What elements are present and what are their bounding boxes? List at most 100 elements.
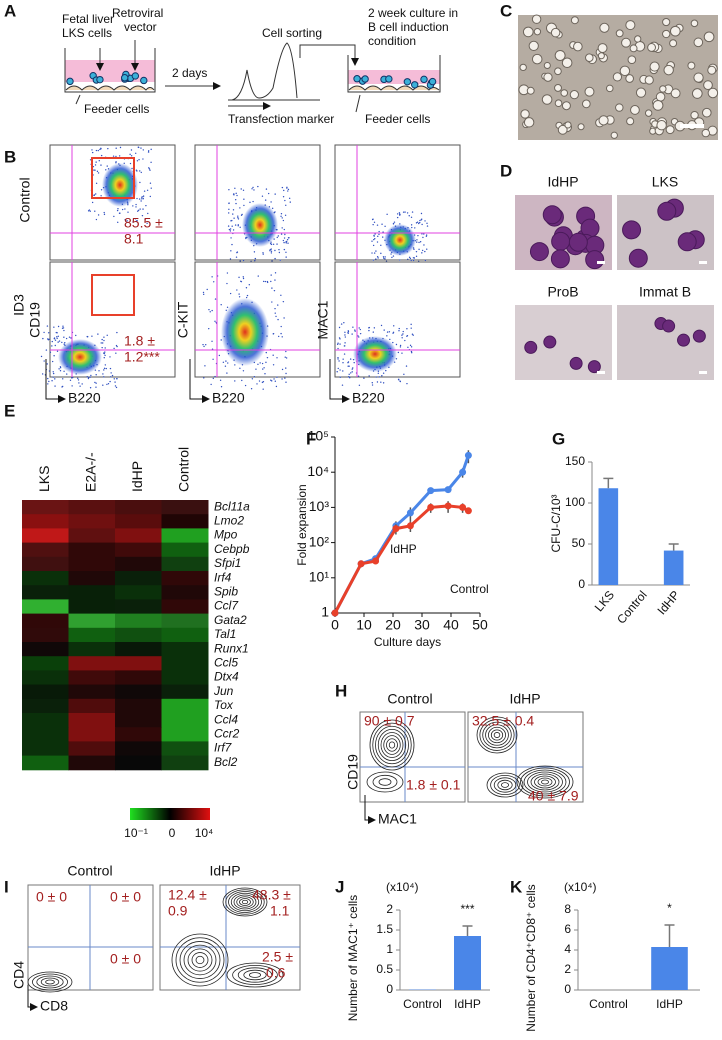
flow-event (287, 188, 290, 191)
label: 90 ± 0.7 (364, 713, 415, 729)
stained-cell (677, 333, 691, 347)
contour (236, 896, 254, 908)
flow-event (372, 259, 375, 261)
heatmap-cell (161, 528, 209, 544)
y-tick-label: 2 (386, 902, 393, 916)
heatmap-cell (115, 542, 162, 558)
flow-event (233, 217, 235, 219)
photo-cell (598, 115, 609, 126)
flow-event (392, 341, 394, 344)
photo-cell (635, 87, 647, 98)
flow-event (145, 204, 147, 207)
flow-event (283, 317, 285, 319)
heatmap-cell (161, 613, 209, 629)
flow-event (263, 367, 265, 369)
flow-event (46, 363, 48, 365)
label: 10⁻¹ (124, 826, 148, 840)
flow-event (245, 296, 248, 299)
label: ID3 (11, 294, 27, 316)
heatmap-cell (115, 500, 162, 515)
heatmap-cell (161, 500, 209, 515)
flow-event (408, 215, 410, 217)
heatmap-cell (68, 500, 116, 515)
flow-event (75, 334, 77, 337)
flow-event (418, 241, 420, 244)
flow-event (139, 181, 141, 184)
flow-event (77, 379, 80, 381)
flow-event (242, 189, 245, 191)
heatmap-cell (22, 713, 69, 728)
x-tick-label: IdHP (655, 588, 683, 617)
unit-label: (x10⁴) (386, 880, 419, 894)
flow-event (261, 381, 264, 384)
heatmap-cell (68, 542, 116, 558)
y-tick-label: 10¹ (309, 569, 330, 585)
contour (497, 779, 513, 791)
flow-event (227, 212, 230, 214)
photo-cell (690, 111, 699, 120)
heatmap-cell (22, 514, 69, 529)
flow-event (252, 200, 254, 203)
flow-event (390, 253, 392, 255)
contour (233, 894, 257, 910)
flow-event (348, 373, 350, 375)
flow-event (381, 223, 383, 225)
flow-event (277, 304, 279, 306)
photo-cell (561, 57, 573, 69)
flow-event (61, 341, 63, 344)
contour (187, 948, 213, 972)
flow-event (392, 255, 395, 257)
flow-event (373, 221, 376, 223)
flow-event (228, 228, 231, 231)
flow-event (238, 276, 240, 279)
flow-event (220, 386, 223, 388)
flow-event (149, 182, 152, 184)
flow-event (280, 213, 283, 215)
flow-event (397, 351, 400, 354)
flow-event (421, 249, 424, 252)
flow-event (261, 195, 264, 197)
flow-event (251, 378, 254, 380)
heatmap-cell (68, 684, 116, 700)
flow-event (271, 207, 274, 210)
panel-label: C (500, 1, 512, 20)
photo-cell (665, 125, 675, 135)
flow-event (285, 357, 288, 359)
flow-event (212, 358, 214, 360)
flow-event (416, 241, 418, 243)
flow-event (114, 381, 116, 383)
flow-event (121, 208, 124, 211)
flow-event (342, 362, 344, 364)
flow-event (273, 289, 276, 292)
flow-event (285, 240, 288, 243)
heatmap-cell (68, 627, 116, 643)
heatmap-cell (68, 585, 116, 600)
flow-event (393, 325, 395, 327)
photo-cell (690, 19, 699, 28)
flow-event (106, 334, 108, 336)
contour (239, 898, 251, 906)
flow-event (52, 371, 54, 373)
flow-event (113, 347, 115, 350)
flow-event (282, 300, 285, 303)
flow-event (406, 328, 408, 330)
heatmap-cell (22, 656, 69, 671)
flow-event (368, 375, 370, 377)
contour (243, 969, 267, 981)
label: Control (387, 691, 432, 707)
flow-event (281, 227, 283, 229)
flow-event (407, 346, 409, 349)
flow-event (410, 350, 413, 353)
flow-event (238, 293, 240, 295)
flow-event (371, 218, 374, 221)
flow-event (384, 258, 386, 260)
flow-event (382, 256, 385, 258)
flow-event (380, 324, 383, 327)
flow-event (372, 244, 375, 247)
flow-event (141, 196, 143, 198)
flow-event (281, 186, 284, 189)
flow-event (417, 234, 419, 237)
flow-event (406, 212, 409, 214)
flow-event (288, 197, 291, 200)
flow-event (254, 257, 257, 260)
